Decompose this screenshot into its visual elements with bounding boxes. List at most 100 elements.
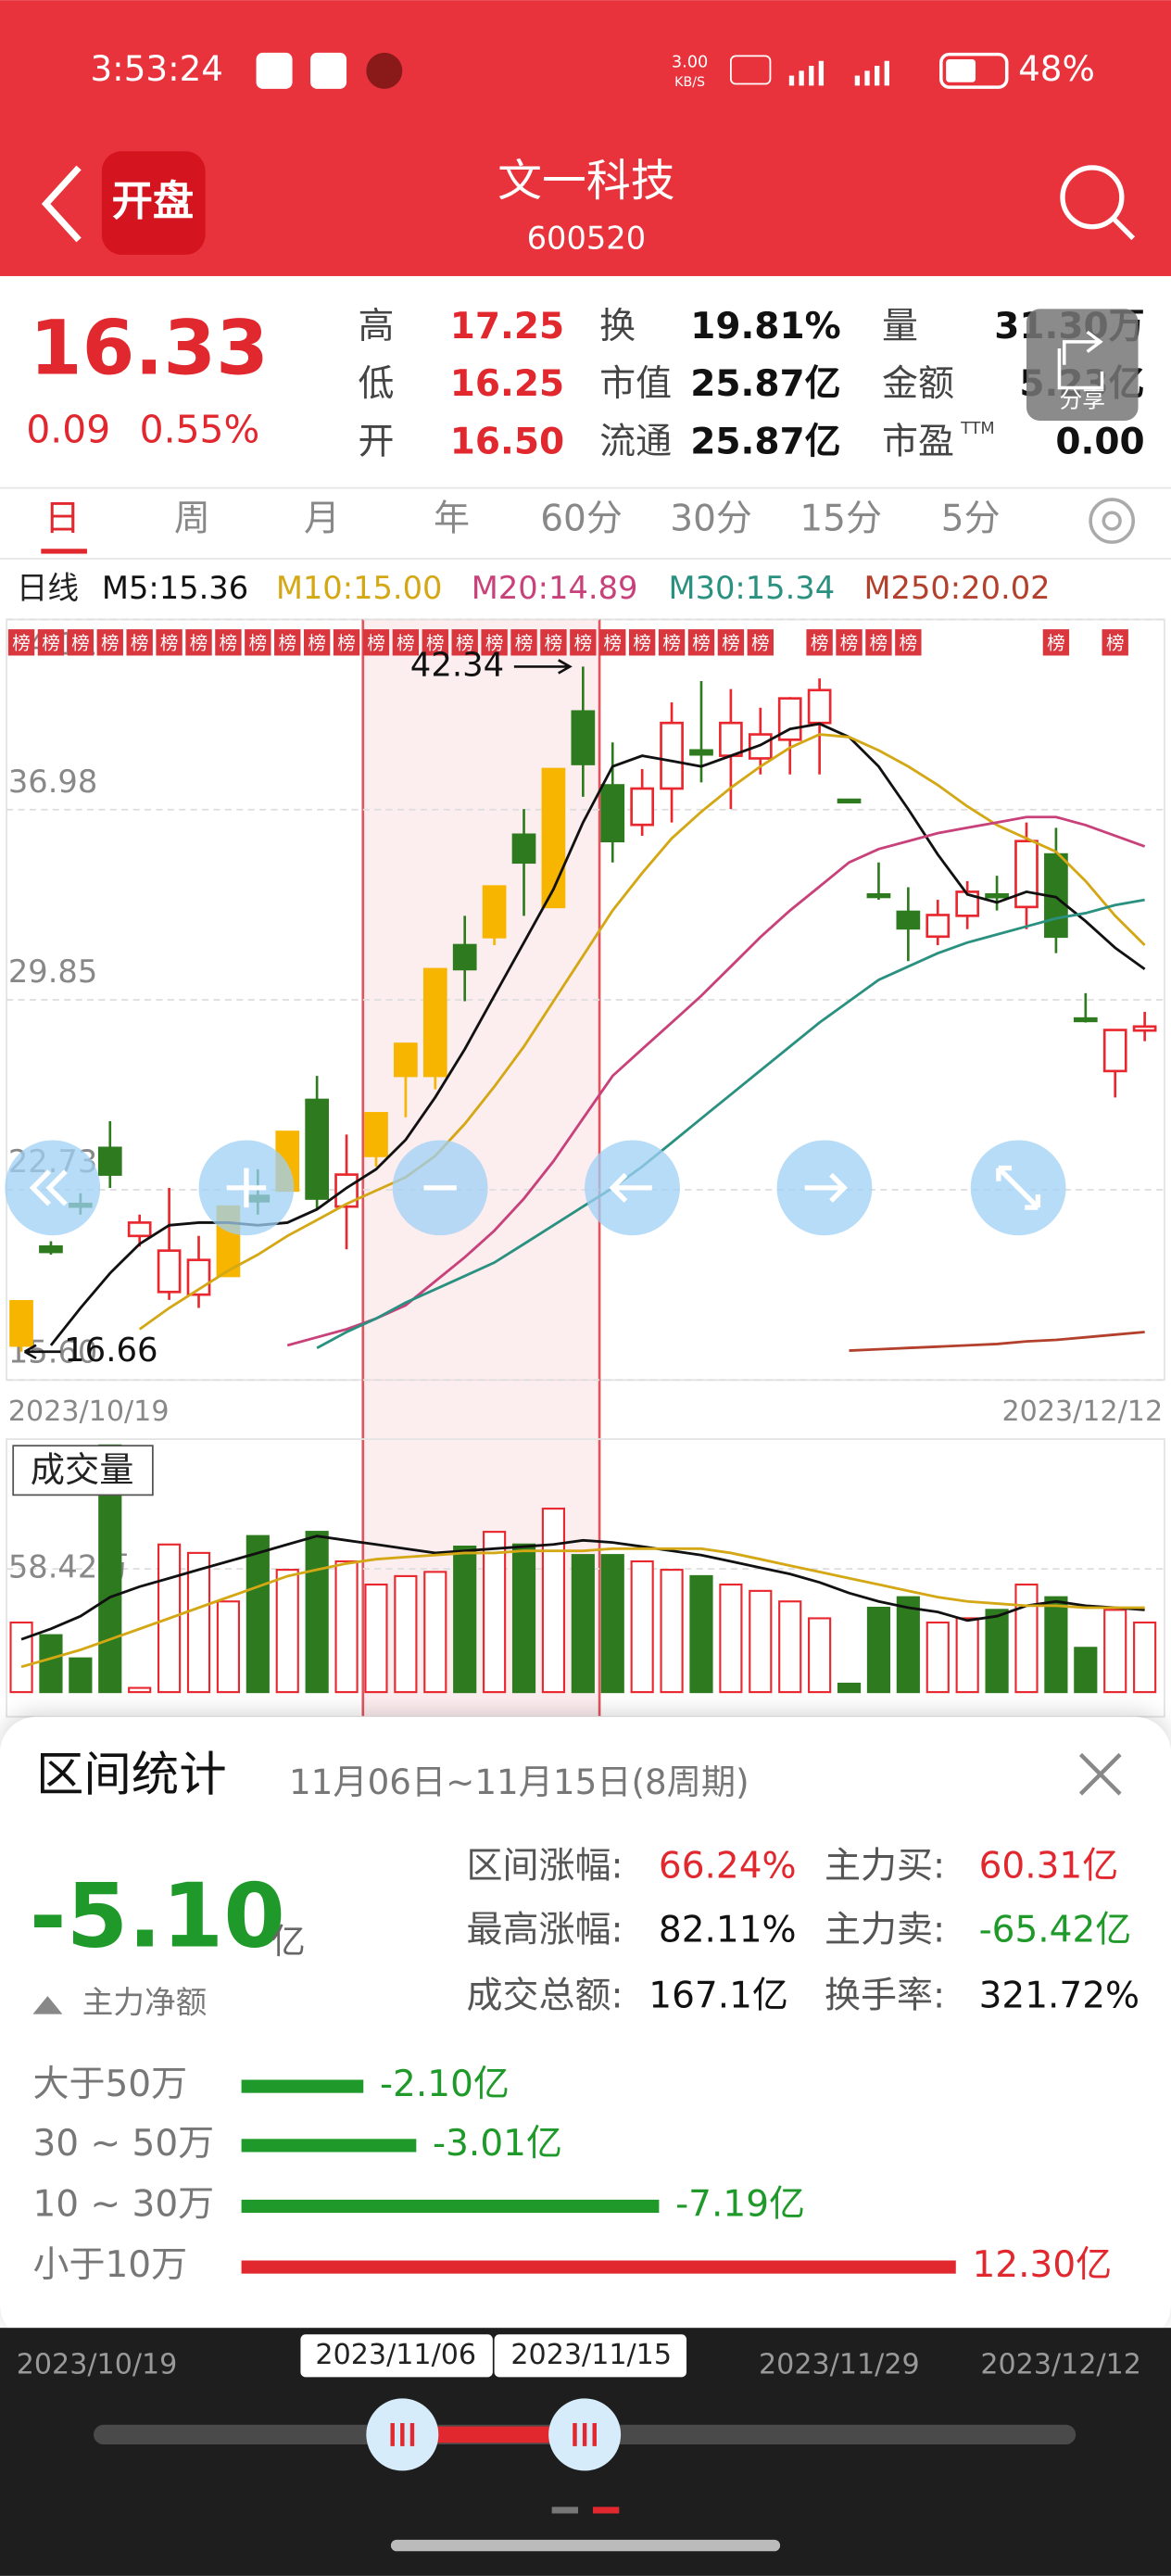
net-unit: KB/S (674, 75, 705, 90)
stock-name: 文一科技 (497, 157, 674, 208)
rank-tag-box (7, 629, 35, 656)
candle-body (482, 885, 507, 939)
search-button[interactable] (1060, 165, 1125, 230)
control-icon (609, 1172, 652, 1203)
x-start-label: 2023/10/19 (8, 1395, 170, 1428)
flow-value: -7.19亿 (675, 2183, 805, 2225)
rank-tag: 榜 (190, 633, 208, 654)
rank-tag-box (1042, 629, 1070, 656)
stat-value: 25.87亿 (690, 363, 840, 405)
rank-tag-box (747, 629, 774, 656)
slider-date: 2023/10/19 (17, 2348, 178, 2380)
rank-tag: 榜 (101, 633, 120, 654)
ma-legend: M20:14.89 (472, 570, 638, 606)
candle-body (1014, 840, 1039, 909)
clock: 3:53:24 (91, 48, 223, 89)
rank-tag: 榜 (397, 633, 415, 654)
tab[interactable]: 周 (174, 499, 210, 540)
tab[interactable]: 30分 (670, 499, 752, 540)
app-icon (256, 52, 293, 89)
tab[interactable]: 60分 (540, 499, 623, 540)
volume-bar (1014, 1583, 1039, 1694)
close-button[interactable] (1078, 1752, 1122, 1796)
stat-label: 成交总额: (466, 1975, 623, 2016)
chart-legend-title: 日线 (17, 570, 79, 606)
control-icon (226, 1168, 267, 1208)
stat-label: 低 (358, 363, 394, 405)
rank-tag: 榜 (456, 633, 474, 654)
rank-tag: 榜 (367, 633, 385, 654)
share-button[interactable] (1026, 309, 1139, 421)
flow-bar (241, 2260, 956, 2274)
volume-bar (1044, 1596, 1068, 1694)
stat-value: 60.31亿 (979, 1845, 1119, 1887)
slider-date: 2023/12/12 (980, 2348, 1141, 2380)
rank-tag: 榜 (220, 633, 238, 654)
rank-tag-box (156, 629, 183, 656)
candle-body (1073, 1017, 1098, 1023)
card-period: 11月06日~11月15日(8周期) (289, 1762, 749, 1802)
date-box (494, 2334, 687, 2378)
app-icon (310, 52, 347, 89)
price: 16.33 (30, 305, 269, 393)
control-icon (804, 1172, 848, 1203)
stat-value: 16.25 (450, 363, 564, 405)
rank-tag-box (806, 629, 833, 656)
back-button[interactable] (41, 165, 82, 243)
candle-body (837, 798, 862, 804)
volume-title-box (12, 1445, 154, 1496)
low-label: 16.66 (64, 1332, 157, 1370)
volume-bar (423, 1571, 447, 1694)
rank-tag: 榜 (545, 633, 563, 654)
volume-bar (453, 1546, 477, 1694)
flow-bar (241, 2079, 364, 2093)
volume-bar (334, 1559, 359, 1694)
rank-tag-box (392, 629, 420, 656)
rank-tag-box (570, 629, 597, 656)
tab[interactable]: 5分 (941, 499, 1001, 540)
settings-button[interactable] (1089, 498, 1135, 544)
flow-value: -3.01亿 (433, 2123, 562, 2165)
rank-tag: 榜 (692, 633, 711, 654)
page-dot (551, 2507, 579, 2514)
ma-line (138, 733, 1146, 1331)
battery-text: 48% (1018, 48, 1095, 89)
stat-value: -65.42亿 (979, 1909, 1132, 1951)
volume-bar (719, 1583, 743, 1694)
rank-tag-box (510, 629, 537, 656)
volume-bar (483, 1531, 507, 1694)
rank-tag-box (333, 629, 360, 656)
stat-value: 321.72% (979, 1975, 1140, 2016)
high-label: 42.34 (410, 646, 504, 684)
ma-legend: M250:20.02 (863, 570, 1050, 606)
rank-tag-box (836, 629, 863, 656)
tab[interactable]: 月 (304, 499, 340, 540)
volume-bar (305, 1531, 329, 1694)
candle-body (955, 890, 980, 917)
rank-tag-box (37, 629, 65, 656)
collapse-icon[interactable] (32, 1996, 63, 2014)
stat-label: 最高涨幅: (466, 1909, 623, 1951)
tab[interactable]: 年 (434, 499, 470, 540)
handle-grip (573, 2422, 597, 2446)
handle-grip (390, 2422, 415, 2446)
volume-bar (866, 1607, 891, 1694)
rank-tag: 榜 (662, 633, 681, 654)
rank-tag: 榜 (42, 633, 60, 654)
rank-tag: 榜 (131, 633, 149, 654)
tab[interactable]: 日 (44, 499, 81, 540)
date-box (300, 2334, 493, 2378)
flow-label: 30 ~ 50万 (32, 2123, 214, 2165)
logo[interactable] (101, 151, 206, 255)
ma-line (316, 898, 1145, 1349)
rank-tag-box (215, 629, 242, 656)
net-speed: 3.00 (672, 53, 708, 71)
candle-body (925, 914, 951, 939)
start-date: 2023/11/06 (315, 2339, 476, 2371)
settings-icon (1102, 511, 1122, 531)
rank-tag: 榜 (603, 633, 622, 654)
rank-tag-box (687, 629, 715, 656)
tab[interactable]: 15分 (800, 499, 882, 540)
volume-bar (69, 1657, 93, 1694)
rank-tag-box (540, 629, 567, 656)
